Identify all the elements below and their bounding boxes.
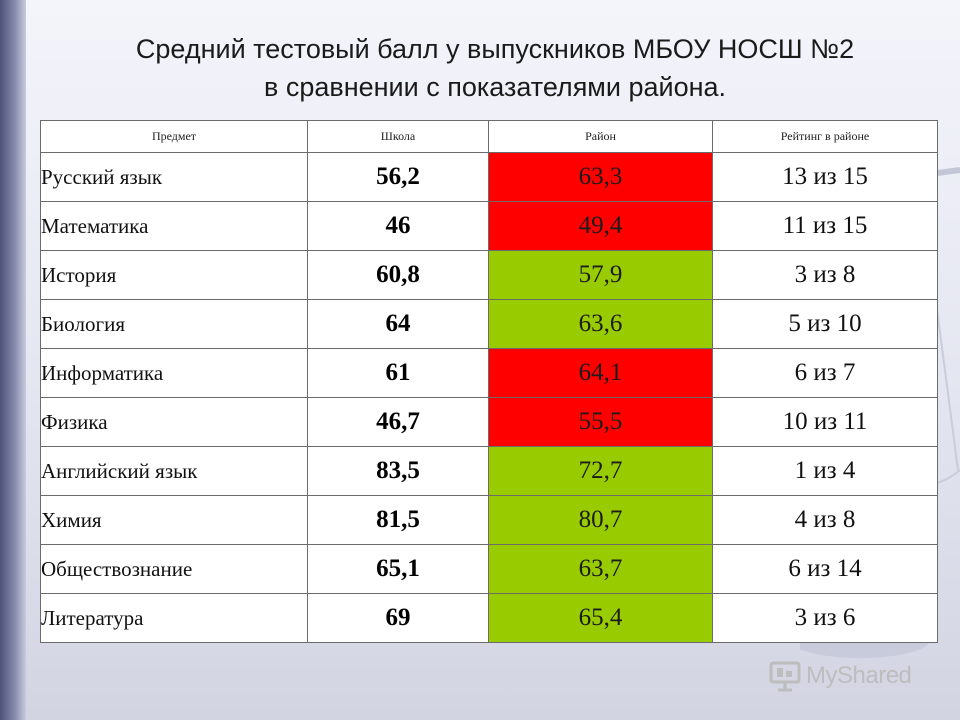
table-header-row: Предмет Школа Район Рейтинг в районе <box>40 120 938 153</box>
rank-cell: 4 из 8 <box>712 495 938 545</box>
rank-cell: 13 из 15 <box>712 152 938 202</box>
header-school: Школа <box>307 120 489 153</box>
rank-cell: 1 из 4 <box>712 446 938 496</box>
rank-cell: 5 из 10 <box>712 299 938 349</box>
school-score-cell: 60,8 <box>307 250 489 300</box>
scores-table: Предмет Школа Район Рейтинг в районе Рус… <box>40 120 938 643</box>
district-score-cell: 64,1 <box>488 348 713 398</box>
school-score-cell: 64 <box>307 299 489 349</box>
school-score-cell: 61 <box>307 348 489 398</box>
rank-cell: 3 из 8 <box>712 250 938 300</box>
page-title: Средний тестовый балл у выпускников МБОУ… <box>30 30 960 106</box>
subject-cell: Физика <box>40 397 308 447</box>
header-district: Район <box>488 120 713 153</box>
table-row: Информатика 61 64,1 6 из 7 <box>40 348 938 398</box>
subject-cell: Русский язык <box>40 152 308 202</box>
district-score-cell: 80,7 <box>488 495 713 545</box>
watermark: MyShared <box>768 656 938 696</box>
subject-cell: Химия <box>40 495 308 545</box>
rank-cell: 3 из 6 <box>712 593 938 643</box>
table-row: Английский язык 83,5 72,7 1 из 4 <box>40 446 938 496</box>
district-score-cell: 49,4 <box>488 201 713 251</box>
district-score-cell: 63,6 <box>488 299 713 349</box>
table-row: Математика 46 49,4 11 из 15 <box>40 201 938 251</box>
table-row: Биология 64 63,6 5 из 10 <box>40 299 938 349</box>
subject-cell: Литература <box>40 593 308 643</box>
rank-cell: 11 из 15 <box>712 201 938 251</box>
table-row: Русский язык 56,2 63,3 13 из 15 <box>40 152 938 202</box>
title-line-1: Средний тестовый балл у выпускников МБОУ… <box>135 34 855 64</box>
presentation-screen-icon <box>769 661 801 692</box>
header-rank: Рейтинг в районе <box>712 120 938 153</box>
table-row: История 60,8 57,9 3 из 8 <box>40 250 938 300</box>
watermark-text: MyShared <box>806 662 912 689</box>
school-score-cell: 69 <box>307 593 489 643</box>
left-decorative-bar <box>0 0 26 720</box>
district-score-cell: 65,4 <box>488 593 713 643</box>
rank-cell: 6 из 14 <box>712 544 938 594</box>
subject-cell: Биология <box>40 299 308 349</box>
school-score-cell: 46,7 <box>307 397 489 447</box>
table-row: Литература 69 65,4 3 из 6 <box>40 593 938 643</box>
school-score-cell: 83,5 <box>307 446 489 496</box>
district-score-cell: 57,9 <box>488 250 713 300</box>
table-row: Обществознание 65,1 63,7 6 из 14 <box>40 544 938 594</box>
district-score-cell: 55,5 <box>488 397 713 447</box>
subject-cell: История <box>40 250 308 300</box>
school-score-cell: 56,2 <box>307 152 489 202</box>
rank-cell: 10 из 11 <box>712 397 938 447</box>
school-score-cell: 81,5 <box>307 495 489 545</box>
subject-cell: Английский язык <box>40 446 308 496</box>
school-score-cell: 46 <box>307 201 489 251</box>
header-subject: Предмет <box>40 120 308 153</box>
title-line-2: в сравнении с показателями района. <box>263 72 727 102</box>
subject-cell: Математика <box>40 201 308 251</box>
table-row: Химия 81,5 80,7 4 из 8 <box>40 495 938 545</box>
district-score-cell: 63,7 <box>488 544 713 594</box>
subject-cell: Обществознание <box>40 544 308 594</box>
school-score-cell: 65,1 <box>307 544 489 594</box>
district-score-cell: 63,3 <box>488 152 713 202</box>
subject-cell: Информатика <box>40 348 308 398</box>
rank-cell: 6 из 7 <box>712 348 938 398</box>
table-row: Физика 46,7 55,5 10 из 11 <box>40 397 938 447</box>
district-score-cell: 72,7 <box>488 446 713 496</box>
